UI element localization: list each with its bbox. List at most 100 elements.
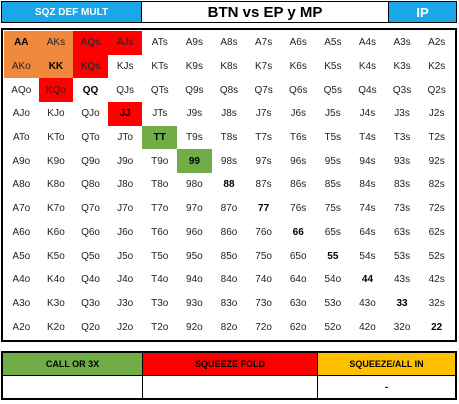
hand-cell: K4s xyxy=(358,61,377,73)
hand-cell: Q4o xyxy=(81,274,100,286)
hand-cell: 99 xyxy=(177,149,212,174)
hand-cell: Q8s xyxy=(219,84,239,96)
hand-cell: J4o xyxy=(117,274,134,286)
hand-cell: 32o xyxy=(393,321,411,333)
hand-cell: Q3o xyxy=(81,297,100,309)
hand-cell: 76s xyxy=(290,203,307,215)
hand-cell: JJ xyxy=(107,102,143,126)
hand-cell: QQ xyxy=(82,84,99,96)
hand-cell: 63o xyxy=(289,297,307,309)
hand-cell: KQo xyxy=(38,78,74,103)
legend-call-or-3x: CALL OR 3X xyxy=(3,353,143,376)
hand-cell: K5s xyxy=(324,61,342,73)
hand-cell: 94o xyxy=(186,274,203,286)
hand-cell: 82s xyxy=(428,179,445,191)
hand-cell: J9o xyxy=(117,155,134,167)
hand-cell: Q8o xyxy=(81,179,100,191)
legend-squeeze-fold-value xyxy=(143,376,318,398)
hand-cell: K3o xyxy=(47,297,65,309)
hand-cell: KTs xyxy=(151,61,169,73)
hand-cell: Q5o xyxy=(81,250,100,262)
hand-cell: 77 xyxy=(258,203,270,215)
hand-cell: 66 xyxy=(292,226,304,238)
hand-cell: J5o xyxy=(117,250,134,262)
hand-cell: Q5s xyxy=(323,84,342,96)
hand-cell: T4o xyxy=(151,274,169,286)
hand-cell: 72o xyxy=(255,321,272,333)
hand-cell: A8o xyxy=(12,179,31,191)
hand-cell: T4s xyxy=(359,132,376,144)
hand-cell: AA xyxy=(4,31,39,55)
hand-cell: 96s xyxy=(290,155,307,167)
hand-cell: AKo xyxy=(4,54,39,79)
hand-cell: J3s xyxy=(394,108,410,120)
hand-cell: 73o xyxy=(255,297,272,309)
position-label: IP xyxy=(388,1,457,23)
hand-cell: T9s xyxy=(186,132,203,144)
hand-cell: KTo xyxy=(47,132,65,144)
legend-squeeze-all-in-value: - xyxy=(318,376,455,398)
legend: CALL OR 3X SQUEEZE FOLD SQUEEZE/ALL IN - xyxy=(1,351,457,400)
hand-cell: 44 xyxy=(361,274,374,286)
hand-cell: ATo xyxy=(13,132,30,144)
hand-cell: TT xyxy=(142,125,178,150)
hand-cell: QTs xyxy=(150,84,169,96)
hand-cell: K6s xyxy=(289,61,307,73)
hand-cell: 22 xyxy=(431,321,443,333)
hand-cell: A9o xyxy=(12,155,31,167)
hand-cell: T5s xyxy=(324,132,342,144)
legend-squeeze-all-in: SQUEEZE/ALL IN xyxy=(318,353,455,376)
hand-cell: K8s xyxy=(220,61,238,73)
hand-cell: K2o xyxy=(47,321,65,333)
hand-cell: J2s xyxy=(428,108,445,120)
hand-cell: Q6o xyxy=(81,226,100,238)
hand-cell: K9o xyxy=(47,155,65,167)
hand-cell: J2o xyxy=(117,321,134,333)
hand-cell: A4o xyxy=(12,274,31,286)
hand-cell: 33 xyxy=(396,297,408,309)
hand-cell: AJo xyxy=(12,108,30,120)
hand-cell: J9s xyxy=(186,108,203,120)
hand-cell: T3o xyxy=(151,297,169,309)
hand-cell: 95s xyxy=(324,155,341,167)
hand-cell: 87o xyxy=(220,203,238,215)
hand-cell: T5o xyxy=(151,250,169,262)
hand-cell: 84o xyxy=(220,274,238,286)
hand-range-grid: AA AKs AQs AJs ATs A9s A8s A7s A6s A5s A4s A3s A2s AK… xyxy=(4,31,454,339)
hand-cell: J8o xyxy=(117,179,134,191)
hand-cell: 94s xyxy=(359,155,376,167)
hand-cell: 87s xyxy=(255,179,272,191)
hand-cell: T6s xyxy=(289,132,307,144)
hand-cell: 92o xyxy=(186,321,203,333)
hand-cell: 43o xyxy=(359,297,376,309)
hand-cell: 54o xyxy=(324,274,342,286)
hand-cell: J4s xyxy=(359,108,376,120)
hand-cell: Q9s xyxy=(185,84,204,96)
hand-cell: T8o xyxy=(151,179,169,191)
hand-cell: 52s xyxy=(428,250,445,262)
hand-cell: 55 xyxy=(327,250,339,262)
hand-cell: Q2o xyxy=(81,321,100,333)
hand-cell: AJs xyxy=(107,31,143,55)
hand-cell: 97o xyxy=(186,203,203,215)
hand-cell: A8s xyxy=(220,37,238,49)
hand-cell: 63s xyxy=(394,226,411,238)
hand-cell: 75s xyxy=(324,203,341,215)
hand-cell: 64s xyxy=(359,226,376,238)
hand-cell: JTs xyxy=(152,108,168,120)
hand-cell: 53o xyxy=(324,297,342,309)
hand-cell: A2o xyxy=(12,321,31,333)
hand-cell: ATs xyxy=(151,37,168,49)
hand-cell: Q6s xyxy=(289,84,308,96)
hand-cell: 54s xyxy=(359,250,376,262)
header-bar: SQZ DEF MULT BTN vs EP y MP IP xyxy=(1,1,457,23)
hand-cell: JTo xyxy=(117,132,133,144)
hand-cell: T7o xyxy=(151,203,169,215)
hand-cell: 85s xyxy=(324,179,341,191)
hand-cell: Q7s xyxy=(254,84,273,96)
hand-cell: A2s xyxy=(428,37,446,49)
hand-cell: T2s xyxy=(428,132,446,144)
hand-cell: K2s xyxy=(428,61,446,73)
hand-cell: 73s xyxy=(394,203,411,215)
hand-cell: A4s xyxy=(358,37,377,49)
